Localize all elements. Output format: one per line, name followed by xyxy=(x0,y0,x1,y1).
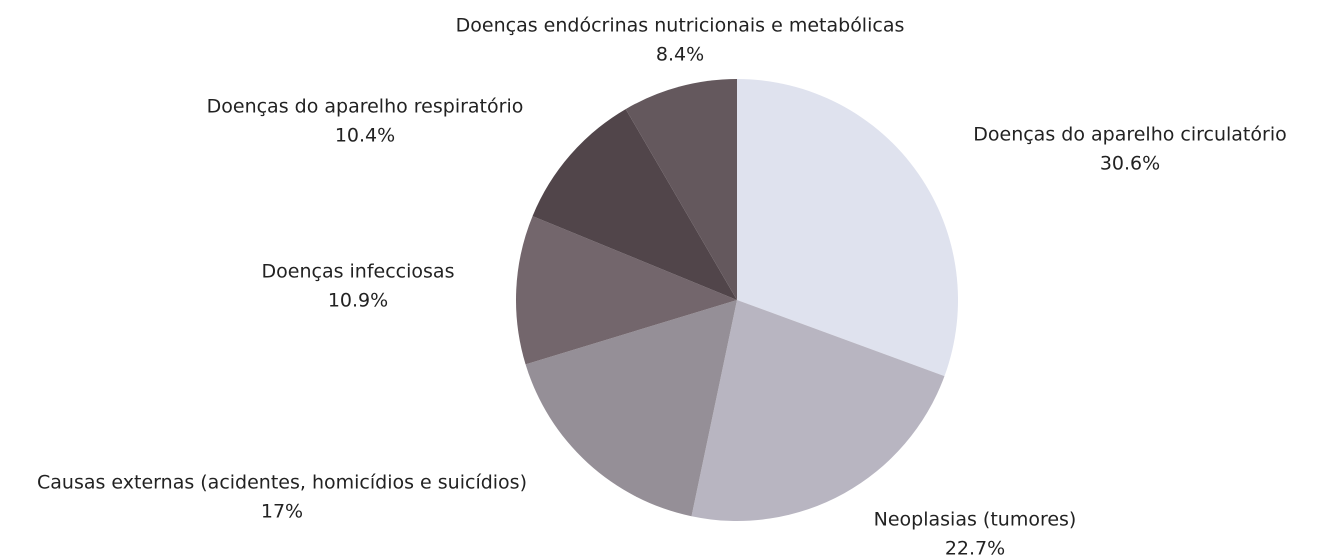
slice-value-label: 17% xyxy=(261,501,303,523)
slice-value-label: 10.4% xyxy=(335,125,395,147)
slice-label: Causas externas (acidentes, homicídios e… xyxy=(37,472,527,494)
pie-slice xyxy=(532,109,737,300)
pie-slice xyxy=(691,300,945,521)
slice-value-label: 30.6% xyxy=(1100,153,1160,175)
slice-label: Doenças do aparelho circulatório xyxy=(973,124,1286,146)
slice-label: Doenças endócrinas nutricionais e metabó… xyxy=(456,15,905,37)
pie-slice xyxy=(525,300,737,517)
slice-value-label: 10.9% xyxy=(328,290,388,312)
slice-label: Doenças infecciosas xyxy=(262,261,455,283)
slice-label: Neoplasias (tumores) xyxy=(874,509,1077,531)
slice-value-label: 8.4% xyxy=(656,44,704,66)
slice-value-label: 22.7% xyxy=(945,538,1005,559)
slice-label: Doenças do aparelho respiratório xyxy=(207,96,524,118)
pie-slice xyxy=(625,79,737,300)
pie-slice xyxy=(737,79,958,377)
pie-slice xyxy=(516,216,737,365)
